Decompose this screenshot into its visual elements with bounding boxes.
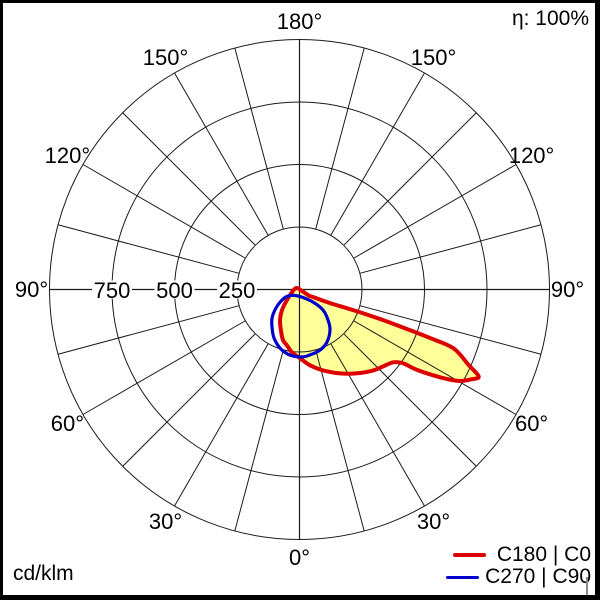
angle-tick-label-30: 30° xyxy=(417,509,450,534)
legend-item-c180-c0: C180 | C0 xyxy=(452,543,591,566)
angle-tick-label-180: 180° xyxy=(277,9,323,34)
polar-spoke-120 xyxy=(353,164,517,259)
angle-tick-label-60: 60° xyxy=(515,411,548,436)
polar-spoke-30 xyxy=(330,343,425,507)
polar-spoke-195 xyxy=(234,47,284,230)
angle-tick-label--120: 120° xyxy=(45,143,91,168)
polar-spoke-45 xyxy=(343,333,477,467)
polar-spoke-300 xyxy=(82,320,246,415)
efficiency-label: η: 100% xyxy=(511,7,589,30)
curve-c180-c0 xyxy=(277,285,481,383)
curve-c270-c90 xyxy=(270,293,332,359)
unit-label: cd/klm xyxy=(13,562,74,585)
angle-tick-label--60: 60° xyxy=(51,411,84,436)
polar-spoke-330 xyxy=(174,343,269,507)
polar-spoke-165 xyxy=(315,47,365,230)
polar-spoke-135 xyxy=(343,112,477,246)
curve-fill-0 xyxy=(279,287,479,381)
angle-tick-label-150: 150° xyxy=(411,45,457,70)
angle-tick-label-90: 90° xyxy=(551,277,584,302)
angle-tick-label--30: 30° xyxy=(149,509,182,534)
polar-spoke-15 xyxy=(315,349,365,532)
legend-label-c180-c0: C180 | C0 xyxy=(496,543,591,566)
polar-spoke-285 xyxy=(57,305,240,355)
legend: C180 | C0 C270 | C90 xyxy=(446,544,591,588)
legend-item-c270-c90: C270 | C90 xyxy=(446,566,591,588)
resize-grip-artifact xyxy=(586,577,588,595)
polar-spoke-60 xyxy=(353,320,517,415)
radial-tick-label-750: 750 xyxy=(94,278,131,303)
radial-tick-label-500: 500 xyxy=(156,278,193,303)
legend-label-c270-c90: C270 | C90 xyxy=(485,565,591,588)
polar-spoke-105 xyxy=(359,224,542,274)
legend-line-sample-red xyxy=(452,553,486,557)
angle-tick-label-0: 0° xyxy=(289,545,310,570)
polar-spoke-345 xyxy=(234,349,284,532)
polar-spoke-315 xyxy=(122,333,256,467)
radial-tick-label-bg-750 xyxy=(92,280,132,299)
legend-line-sample-blue xyxy=(446,575,480,579)
radial-tick-label-bg-500 xyxy=(154,280,195,299)
radial-tick-label-bg-250 xyxy=(217,280,257,299)
polar-spoke-240 xyxy=(82,164,246,259)
radial-tick-label-250: 250 xyxy=(219,278,256,303)
angle-tick-label--90: 90° xyxy=(15,277,48,302)
angle-tick-label--150: 150° xyxy=(143,45,189,70)
polar-spoke-150 xyxy=(330,72,425,236)
polar-spoke-210 xyxy=(174,72,269,236)
polar-spoke-255 xyxy=(57,224,240,274)
polar-spoke-225 xyxy=(122,112,256,246)
angle-tick-label-120: 120° xyxy=(509,143,555,168)
polar-spoke-75 xyxy=(359,305,542,355)
